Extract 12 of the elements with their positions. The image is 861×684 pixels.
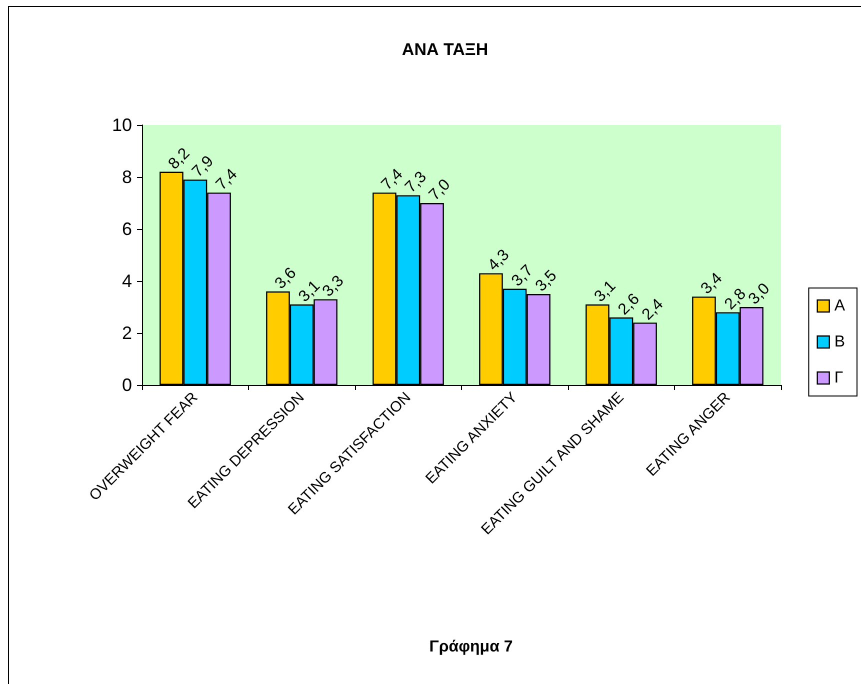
y-tick-label: 10 bbox=[112, 115, 132, 135]
legend-label: Γ bbox=[834, 370, 844, 386]
y-tick-label: 2 bbox=[122, 323, 132, 343]
y-tick-label: 6 bbox=[122, 219, 132, 239]
chart-title: ΑΝΑ ΤΑΞΗ bbox=[402, 40, 488, 59]
y-tick-label: 4 bbox=[122, 271, 132, 291]
y-tick-label: 8 bbox=[122, 167, 132, 187]
text: Γράφημα 7 bbox=[429, 638, 513, 656]
legend-label: Α bbox=[834, 298, 846, 314]
legend-label: Β bbox=[834, 334, 845, 350]
data-label: 7,0 bbox=[426, 176, 454, 204]
y-tick-label: 0 bbox=[122, 375, 132, 395]
